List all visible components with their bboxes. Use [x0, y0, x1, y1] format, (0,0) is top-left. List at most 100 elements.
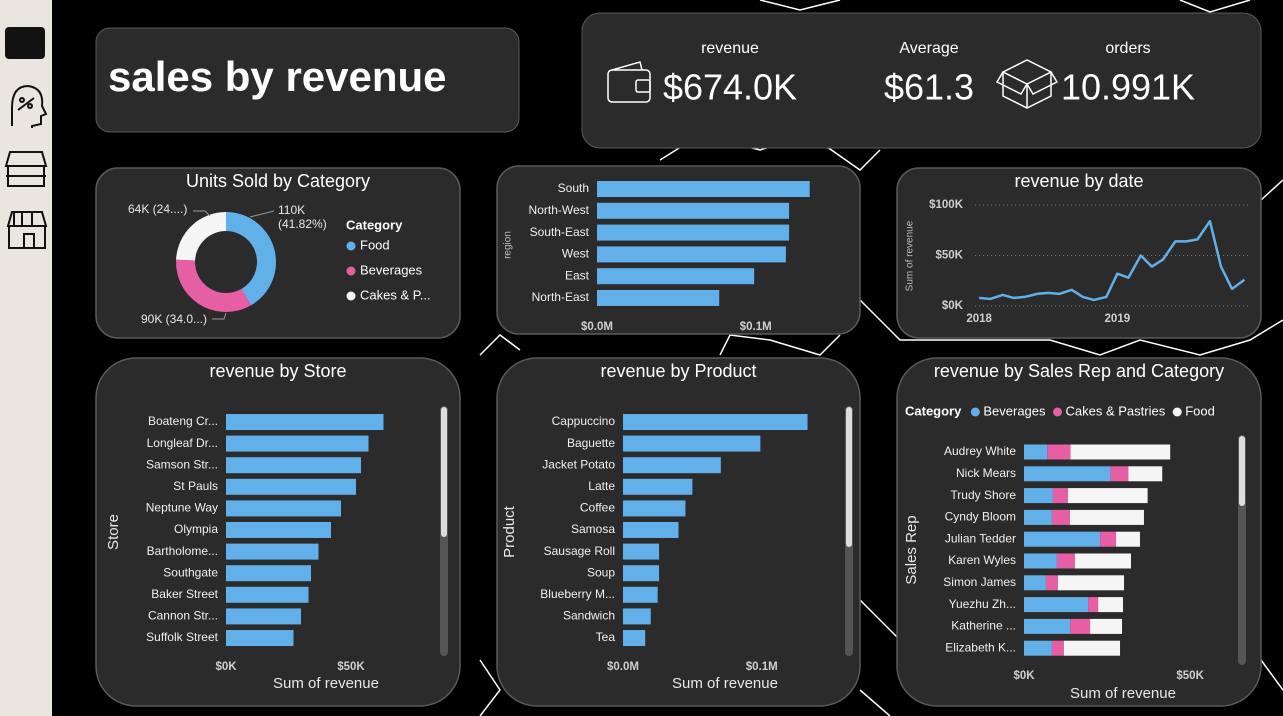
bar-segment — [1045, 575, 1058, 591]
y-tick-label: Soup — [587, 565, 615, 579]
y-tick-label: Audrey White — [944, 444, 1016, 458]
x-tick-label: $0K — [1013, 670, 1035, 682]
y-tick-label: Southgate — [163, 565, 218, 579]
y-tick-label: South — [558, 181, 589, 195]
bar-segment — [1024, 509, 1052, 525]
y-tick-label: Sausage Roll — [544, 544, 615, 558]
bar-segment — [1110, 466, 1129, 482]
bar — [597, 224, 790, 241]
store-icon[interactable] — [4, 151, 48, 187]
bar — [226, 586, 309, 603]
y-tick-label: Julian Tedder — [945, 531, 1016, 545]
x-tick-label: $0K — [215, 661, 237, 673]
chart-title: revenue by date — [1014, 171, 1143, 191]
leader-line — [212, 312, 227, 320]
x-tick-label: $50K — [1176, 670, 1204, 682]
leader-line — [249, 210, 275, 218]
title-panel — [95, 27, 520, 133]
bar-segment — [1024, 531, 1101, 547]
legend-label: Beverages — [983, 403, 1046, 418]
bar-segment — [1070, 444, 1171, 460]
y-tick-label: $50K — [936, 250, 964, 262]
x-tick-label: $0.0M — [581, 321, 613, 333]
chart-title: revenue by Sales Rep and Category — [934, 361, 1224, 381]
y-tick-label: Cappuccino — [552, 414, 616, 428]
legend-marker — [346, 241, 356, 251]
kpi-value: $61.3 — [884, 67, 974, 108]
y-tick-label: Cannon Str... — [148, 609, 218, 623]
bar — [597, 268, 755, 285]
shop-icon[interactable] — [6, 211, 48, 249]
x-tick-label: 2019 — [1105, 313, 1131, 325]
bar-segment — [1024, 466, 1111, 482]
y-axis-title: Product — [501, 505, 518, 558]
y-tick-label: Boateng Cr... — [148, 414, 218, 428]
y-tick-label: North-West — [529, 203, 590, 217]
y-tick-label: Katherine ... — [951, 619, 1016, 633]
y-tick-label: Jacket Potato — [542, 457, 615, 471]
bar-segment — [1128, 466, 1163, 482]
y-tick-label: Simon James — [943, 575, 1016, 589]
legend-title: Category — [905, 403, 962, 418]
bar-segment — [1024, 488, 1053, 504]
bar-segment — [1070, 618, 1091, 634]
y-tick-label: North-East — [532, 290, 590, 304]
y-tick-label: West — [562, 247, 590, 261]
leader-line — [193, 210, 211, 217]
y-tick-label: Yuezhu Zh... — [949, 597, 1016, 611]
x-tick-label: $0.1M — [746, 661, 778, 673]
bar — [226, 608, 301, 625]
y-tick-label: Cyndy Bloom — [945, 510, 1016, 524]
legend-marker — [970, 407, 980, 417]
y-tick-label: Baguette — [567, 436, 615, 450]
bar-segment — [1057, 575, 1125, 591]
y-axis-title: Sum of revenue — [905, 220, 916, 291]
chart-title: revenue by Product — [600, 361, 756, 381]
y-tick-label: South-East — [530, 225, 590, 239]
legend-label: Food — [1185, 403, 1215, 418]
bar — [226, 414, 384, 430]
bar-segment — [1024, 618, 1071, 634]
wallet-icon — [607, 61, 651, 103]
y-tick-label: Trudy Shore — [950, 488, 1016, 502]
bar — [623, 522, 679, 538]
bar-segment — [1024, 444, 1048, 460]
bar — [623, 414, 808, 430]
data-label: 90K (34.0...) — [141, 312, 208, 326]
bar-segment — [1024, 640, 1052, 656]
bar-segment — [1056, 553, 1075, 569]
bar-segment — [1067, 488, 1148, 504]
panel — [95, 167, 461, 339]
legend-label: Food — [360, 237, 390, 252]
y-axis-title: Store — [105, 514, 122, 550]
y-tick-label: Elizabeth K... — [945, 640, 1016, 654]
bar — [226, 457, 361, 474]
ai-head-icon[interactable] — [11, 84, 48, 128]
bar-segment — [1098, 597, 1124, 613]
x-axis-title: Sum of revenue — [672, 675, 778, 692]
scrollbar-thumb[interactable] — [441, 407, 447, 537]
bar — [226, 500, 341, 517]
dashboard-title: sales by revenue — [108, 53, 447, 100]
line — [979, 219, 1246, 302]
bar-segment — [1069, 509, 1144, 525]
legend-label: Beverages — [360, 262, 423, 277]
legend-title: Category — [346, 217, 403, 232]
data-label: 110K (41.82%) — [278, 203, 327, 231]
donut-slice — [226, 212, 276, 306]
x-tick-label: $0.0M — [607, 661, 639, 673]
bar-segment — [1090, 618, 1123, 634]
wallet-icon[interactable] — [5, 27, 45, 59]
donut-slice — [176, 259, 251, 312]
y-tick-label: Neptune Way — [146, 501, 218, 515]
bar-segment — [1024, 553, 1057, 569]
scrollbar-thumb[interactable] — [846, 407, 852, 547]
bar — [597, 202, 790, 219]
bar-segment — [1052, 488, 1068, 504]
y-tick-label: Latte — [588, 479, 615, 493]
x-axis-title: Sum of revenue — [1070, 685, 1176, 702]
scrollbar-thumb[interactable] — [1239, 436, 1245, 506]
y-tick-label: Tea — [596, 630, 616, 644]
bar — [597, 246, 786, 263]
bar-segment — [1074, 553, 1132, 569]
